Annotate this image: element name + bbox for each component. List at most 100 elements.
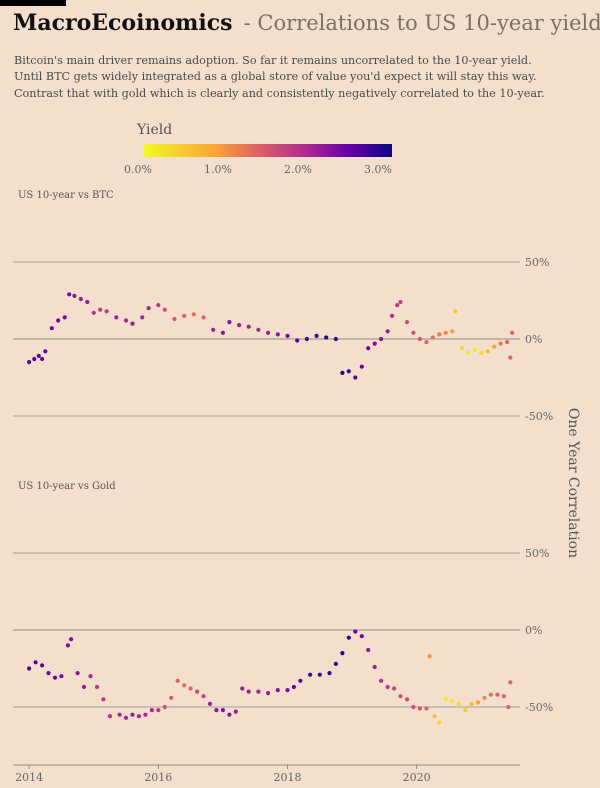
data-point — [404, 697, 410, 702]
data-point — [424, 706, 429, 711]
data-point — [94, 684, 100, 690]
data-point — [366, 647, 371, 653]
data-point — [182, 683, 187, 688]
data-point — [346, 369, 351, 374]
data-point — [227, 320, 232, 325]
data-point — [62, 315, 67, 320]
data-point — [130, 321, 135, 326]
data-point — [162, 307, 167, 312]
data-point — [385, 684, 390, 690]
data-point — [237, 323, 242, 328]
data-point — [482, 695, 487, 700]
data-point — [107, 714, 112, 719]
data-point — [220, 330, 225, 335]
data-point — [304, 336, 309, 342]
data-point — [69, 637, 74, 642]
data-point — [101, 697, 106, 702]
data-point — [246, 689, 251, 694]
data-point — [140, 315, 145, 320]
data-point — [240, 686, 245, 691]
data-point — [201, 694, 206, 699]
data-point — [417, 336, 422, 342]
data-point — [46, 671, 51, 676]
data-point — [98, 307, 103, 312]
data-point — [333, 336, 338, 342]
data-point — [398, 694, 403, 699]
data-point — [201, 315, 206, 320]
data-point — [427, 654, 432, 659]
data-point — [104, 309, 109, 314]
y-tick-label: -50% — [525, 410, 553, 423]
data-point — [220, 708, 225, 713]
data-point — [392, 686, 397, 691]
data-point — [437, 720, 442, 725]
y-tick-label: 50% — [525, 256, 549, 269]
description-line: Until BTC gets widely integrated as a gl… — [14, 70, 537, 84]
data-point — [308, 672, 313, 677]
data-point — [395, 303, 400, 308]
data-point — [411, 330, 416, 335]
data-point — [424, 340, 429, 345]
data-point — [36, 353, 41, 358]
data-point — [346, 635, 351, 640]
data-point — [27, 666, 32, 671]
data-point — [317, 672, 322, 677]
data-point — [450, 698, 455, 703]
data-point — [233, 709, 238, 714]
data-point — [379, 678, 384, 683]
data-point — [72, 293, 77, 298]
legend-tick: 2.0% — [284, 163, 312, 176]
data-point — [156, 303, 161, 308]
legend-tick: 0.0% — [124, 163, 152, 176]
y-tick-label: -50% — [525, 701, 553, 714]
data-point — [479, 350, 484, 355]
data-point — [195, 689, 200, 694]
data-point — [411, 704, 416, 710]
legend-color-bar — [144, 144, 392, 157]
data-point — [469, 701, 474, 707]
data-point — [266, 691, 271, 696]
data-point — [417, 706, 422, 711]
data-point — [162, 704, 167, 710]
data-point — [75, 671, 80, 676]
brand-name: MacroEcoinomics — [13, 10, 233, 36]
data-point — [52, 675, 58, 680]
data-point — [191, 312, 196, 317]
data-point — [432, 714, 437, 719]
data-point — [172, 316, 177, 322]
data-point — [475, 700, 481, 705]
data-point — [437, 332, 442, 337]
x-tick-label: 2020 — [403, 771, 431, 784]
data-point — [385, 329, 390, 334]
data-point — [443, 330, 448, 335]
data-point — [40, 663, 45, 668]
data-point — [456, 701, 461, 707]
data-point — [291, 684, 296, 690]
data-point — [130, 712, 135, 717]
data-point — [485, 349, 490, 354]
data-point — [182, 313, 187, 318]
data-point — [298, 678, 303, 683]
data-point — [372, 341, 377, 346]
y-tick-label: 0% — [525, 333, 542, 346]
data-point — [275, 688, 280, 693]
data-point — [169, 695, 174, 700]
data-point — [175, 678, 180, 683]
data-point — [65, 643, 70, 648]
data-point — [340, 651, 345, 656]
data-point — [214, 708, 219, 713]
data-point — [40, 356, 45, 362]
data-point — [359, 634, 364, 639]
data-point — [404, 320, 410, 325]
brand-bar — [0, 0, 66, 6]
data-point — [508, 355, 513, 360]
data-point — [324, 335, 329, 340]
data-point — [506, 704, 511, 710]
data-point — [266, 330, 271, 335]
data-point — [498, 341, 503, 346]
legend-tick: 1.0% — [204, 163, 232, 176]
description-line: Bitcoin's main driver remains adoption. … — [14, 54, 532, 67]
data-point — [492, 344, 497, 349]
data-point — [156, 708, 161, 713]
